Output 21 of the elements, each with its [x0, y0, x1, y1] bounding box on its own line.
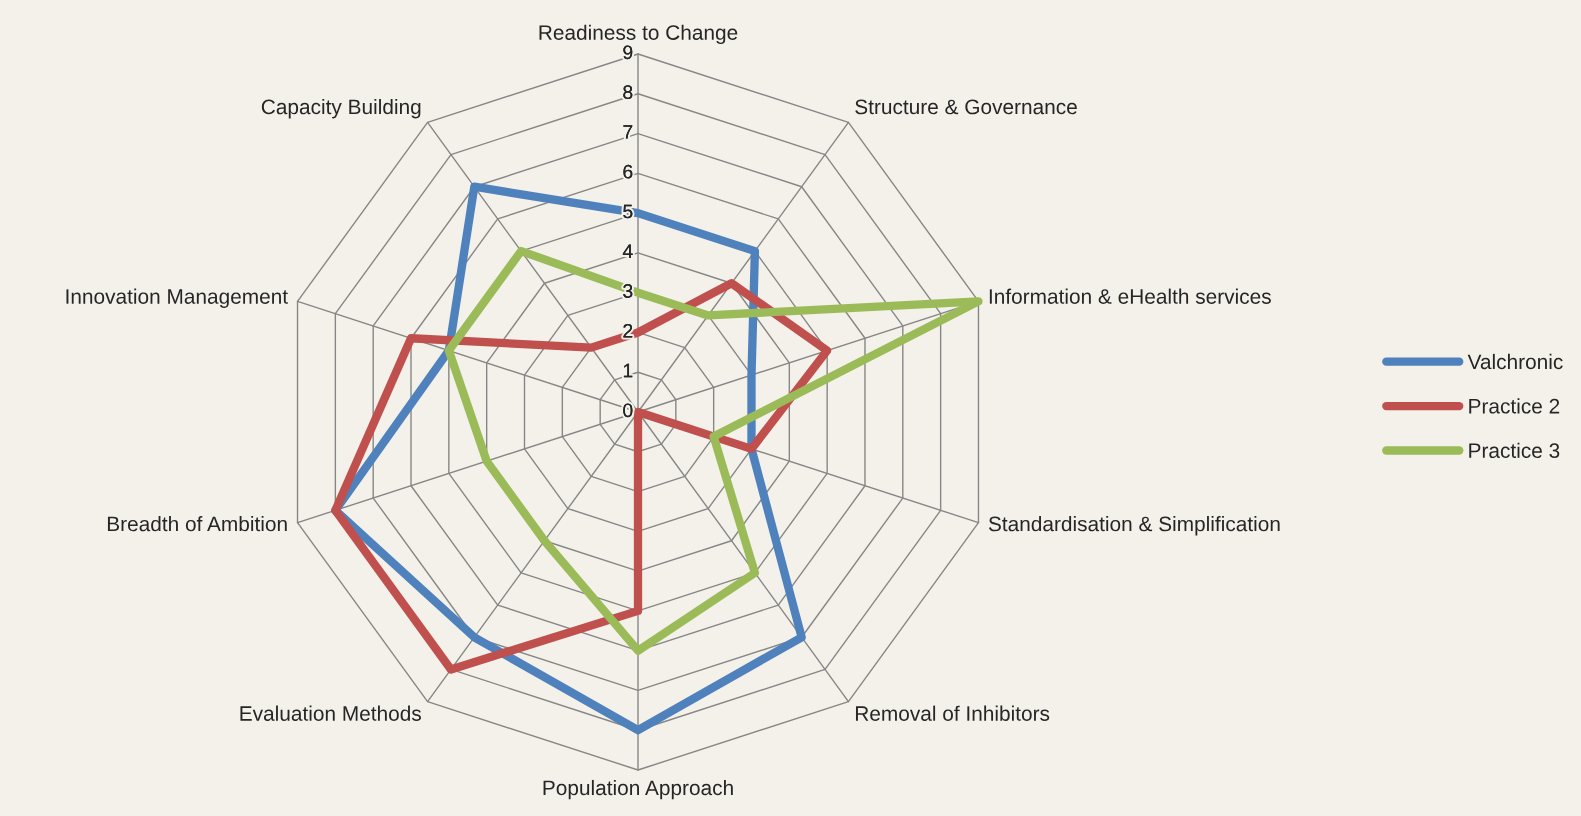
spoke-label: Breadth of Ambition [107, 515, 287, 532]
y-tick-label: 9 [623, 45, 633, 60]
spoke-label: Standardisation & Simplification [988, 515, 1280, 536]
legend-label: Valchronic [1467, 353, 1563, 370]
spoke-label: Capacity Building [261, 98, 421, 119]
y-tick-label: 1 [623, 363, 633, 378]
y-tick-label: 8 [623, 85, 633, 99]
spoke-label: Readiness to Change [539, 24, 738, 45]
spoke-label: Structure & Governance [855, 99, 1077, 115]
y-tick-label: 6 [623, 164, 633, 179]
spoke-label: Information & eHealth services [989, 288, 1271, 304]
legend-label: Practice 2 [1469, 398, 1560, 414]
spoke-label: Population Approach [543, 779, 733, 800]
y-tick-label: 7 [623, 125, 633, 139]
legend-label: Practice 3 [1469, 442, 1560, 459]
spoke-label: Innovation Management [66, 288, 288, 309]
spoke-label: Evaluation Methods [240, 705, 421, 721]
y-tick-label: 4 [622, 244, 633, 258]
spoke-label: Removal of Inhibitors [855, 705, 1050, 721]
y-tick-label: 0 [623, 403, 633, 418]
y-tick-label: 5 [623, 204, 633, 219]
